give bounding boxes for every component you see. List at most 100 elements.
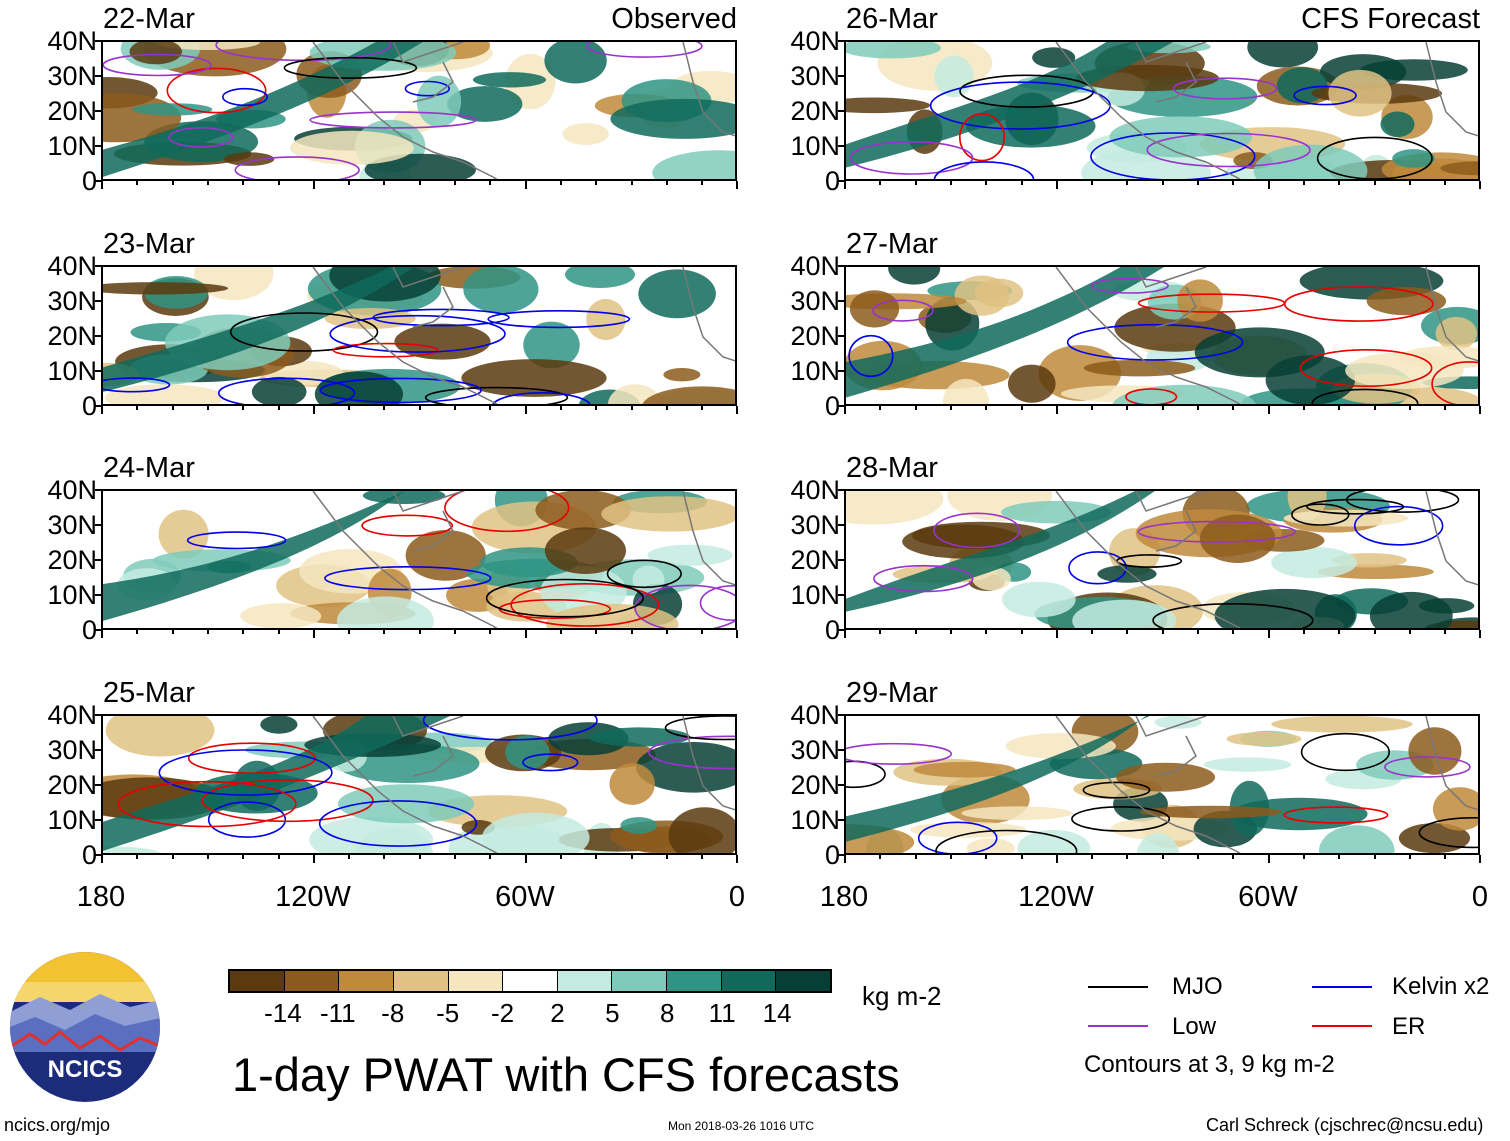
colorbar-swatch <box>503 971 558 991</box>
lat-tick-label: 40N <box>790 700 840 730</box>
lon-tick-mark <box>1444 406 1447 410</box>
lon-tick-mark <box>701 181 704 185</box>
lat-tick-label: 40N <box>47 26 97 56</box>
panel-date: 24-Mar <box>103 452 195 484</box>
lon-tick-mark <box>1197 406 1199 410</box>
lon-tick-label: 180 <box>76 881 126 913</box>
lat-tick-mark <box>838 405 844 407</box>
lon-tick-mark <box>914 406 917 410</box>
lon-tick-mark <box>1161 181 1164 185</box>
colorbar-label: 14 <box>762 998 792 1028</box>
lon-tick-mark <box>701 406 704 410</box>
lat-tick-label: 10N <box>790 805 840 835</box>
lat-tick-label: 30N <box>790 510 840 540</box>
legend-line-er <box>1312 1025 1372 1027</box>
lat-tick-label: 30N <box>47 510 97 540</box>
lon-tick-mark <box>736 406 739 414</box>
lat-tick-mark <box>95 784 101 786</box>
lon-tick-mark <box>101 630 103 638</box>
lon-tick-mark <box>1479 181 1482 189</box>
colorbar-label: -8 <box>381 998 405 1028</box>
lon-tick-mark <box>1408 855 1411 859</box>
lon-tick-mark <box>136 181 139 185</box>
lon-tick-mark <box>559 630 562 634</box>
lat-tick-mark <box>838 75 844 77</box>
lon-tick-mark <box>1444 181 1447 185</box>
lon-tick-mark <box>985 406 988 410</box>
lat-tick-label: 0 <box>81 615 97 645</box>
lon-tick-mark <box>559 406 562 410</box>
lon-tick-mark <box>1479 630 1482 638</box>
lon-tick-mark <box>701 855 704 859</box>
lat-tick-mark <box>838 749 844 751</box>
lon-tick-mark <box>949 855 952 859</box>
lon-tick-mark <box>1373 181 1376 185</box>
lon-tick-mark <box>1338 855 1341 859</box>
lon-tick-mark <box>1338 630 1341 634</box>
lat-tick-label: 10N <box>47 131 97 161</box>
lon-tick-mark <box>879 181 882 185</box>
lon-tick-mark <box>914 181 917 185</box>
lon-tick-mark <box>171 630 174 634</box>
lon-tick-mark <box>1479 406 1482 414</box>
lat-tick-mark <box>838 594 844 596</box>
lat-tick-mark <box>838 300 844 302</box>
lon-tick-mark <box>524 181 527 189</box>
lon-tick-mark <box>171 855 174 859</box>
colorbar-swatch <box>339 971 394 991</box>
footer-url[interactable]: ncics.org/mjo <box>4 1115 111 1135</box>
lon-tick-mark <box>1373 855 1376 859</box>
lon-tick-mark <box>242 181 245 185</box>
lat-tick-label: 40N <box>790 26 840 56</box>
lon-tick-mark <box>1161 855 1164 859</box>
lat-tick-mark <box>95 335 101 337</box>
lon-tick-mark <box>1020 630 1023 634</box>
lon-tick-mark <box>348 630 351 634</box>
legend-line-kelvin <box>1312 986 1372 988</box>
lon-tick-mark <box>418 855 421 859</box>
footer-credit: Carl Schreck (cjschrec@ncsu.edu) <box>1206 1115 1484 1135</box>
lon-tick-mark <box>630 630 633 634</box>
legend-line-low <box>1088 1025 1148 1027</box>
colorbar-label: -14 <box>264 998 302 1028</box>
lat-tick-mark <box>838 370 844 372</box>
lon-tick-mark <box>454 406 456 410</box>
lat-tick-label: 10N <box>790 131 840 161</box>
colorbar-swatch <box>557 971 613 991</box>
lat-tick-label: 30N <box>47 735 97 765</box>
lon-tick-mark <box>277 630 280 634</box>
lon-tick-mark <box>524 406 527 414</box>
lon-tick-mark <box>1197 630 1199 634</box>
lon-tick-mark <box>171 181 174 185</box>
lon-tick-mark <box>524 855 527 863</box>
lat-tick-label: 0 <box>824 391 840 421</box>
lon-tick-mark <box>136 630 139 634</box>
lon-tick-mark <box>171 406 174 410</box>
lon-tick-mark <box>949 630 952 634</box>
lon-tick-mark <box>1373 630 1376 634</box>
figure-title: 1-day PWAT with CFS forecasts <box>232 1048 900 1101</box>
lon-tick-mark <box>1373 406 1376 410</box>
lat-tick-label: 20N <box>47 545 97 575</box>
lon-tick-mark <box>1197 181 1199 185</box>
lon-tick-mark <box>312 181 315 189</box>
lon-tick-mark <box>101 855 103 863</box>
lat-tick-label: 10N <box>47 805 97 835</box>
panel-date: 27-Mar <box>846 228 938 260</box>
lon-tick-mark <box>914 630 917 634</box>
panel-source-label: Observed <box>611 3 737 35</box>
lat-tick-mark <box>838 714 844 716</box>
lat-tick-label: 20N <box>790 545 840 575</box>
lon-tick-mark <box>136 855 139 859</box>
lat-tick-label: 30N <box>790 735 840 765</box>
lon-tick-mark <box>136 406 139 410</box>
lat-tick-mark <box>838 180 844 182</box>
lat-tick-label: 40N <box>790 251 840 281</box>
lon-tick-mark <box>489 855 492 859</box>
lon-tick-mark <box>985 855 988 859</box>
lon-tick-mark <box>418 181 421 185</box>
lon-tick-mark <box>595 181 598 185</box>
colorbar-label: -5 <box>436 998 460 1028</box>
lon-tick-mark <box>879 406 882 410</box>
colorbar-swatch <box>721 971 777 991</box>
